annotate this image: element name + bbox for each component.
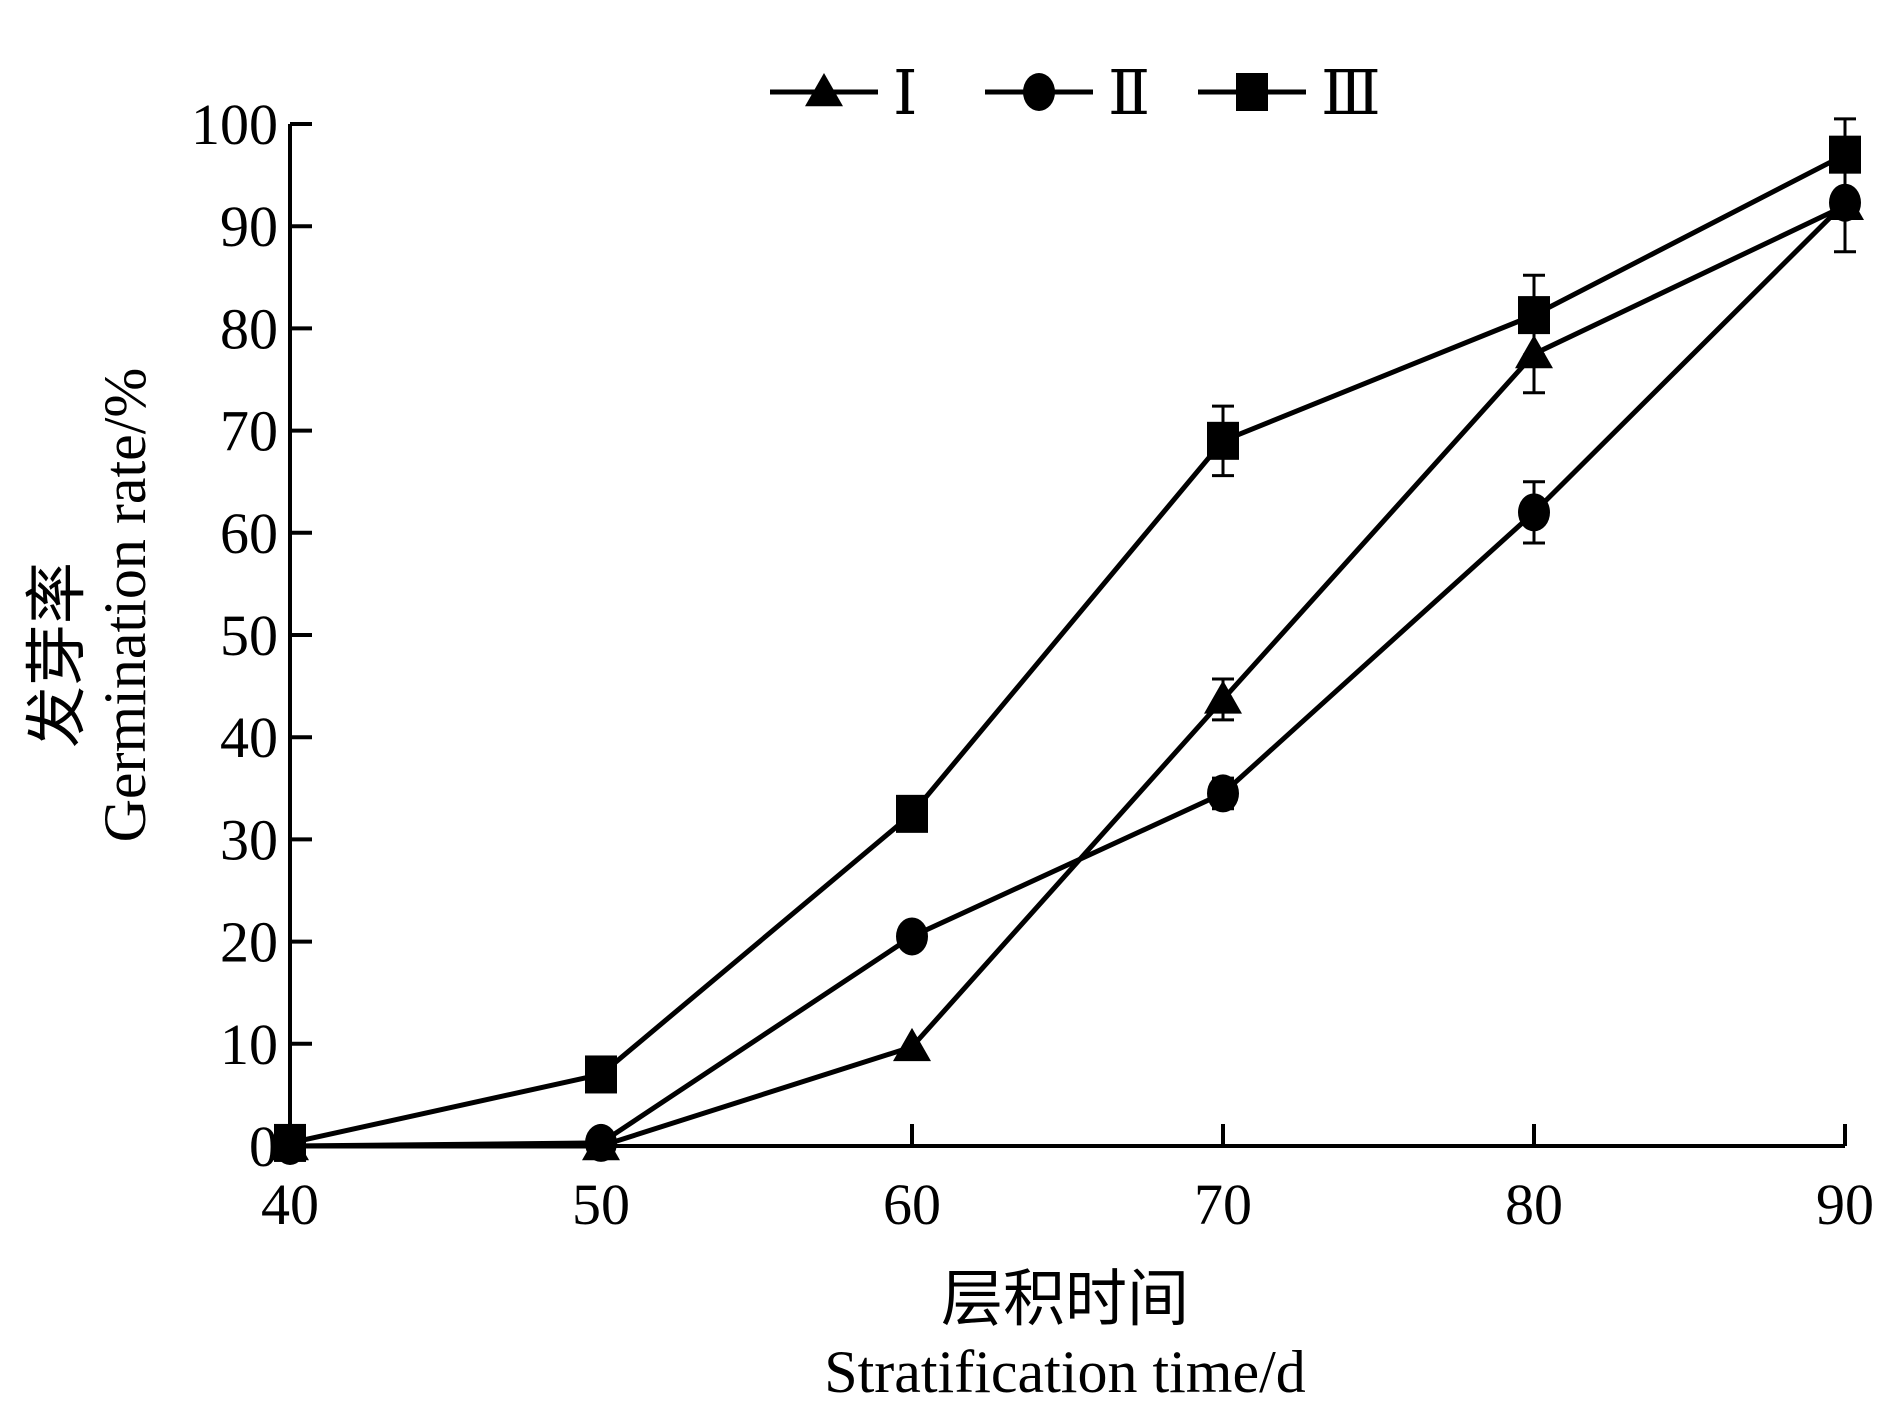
y-tick-label: 20 (220, 910, 278, 975)
x-tick-label: 90 (1816, 1172, 1874, 1237)
data-point (1207, 774, 1239, 813)
series-line (289, 200, 1847, 1149)
series-line (289, 152, 1847, 1146)
y-tick-label: 10 (220, 1012, 278, 1077)
y-tick-label: 90 (220, 194, 278, 259)
y-tick-label: 60 (220, 501, 278, 566)
data-point (1518, 493, 1550, 532)
series-layer (271, 117, 1864, 1165)
y-tick-label: 80 (220, 296, 278, 361)
x-tick-label: 50 (572, 1172, 630, 1237)
legend: Ⅰ Ⅱ Ⅲ (770, 60, 1381, 128)
legend-marker (1023, 73, 1055, 111)
legend-label: Ⅲ (1321, 60, 1381, 128)
x-axis-title-cn: 层积时间 (941, 1266, 1189, 1334)
y-axis-title-cn: 发芽率 (24, 562, 92, 748)
y-tick-label: 100 (191, 92, 278, 157)
y-tick-label: 70 (220, 399, 278, 464)
legend-item-3: Ⅲ (1198, 60, 1381, 128)
series-3 (274, 117, 1861, 1162)
x-tick-label: 60 (883, 1172, 941, 1237)
y-tick-label: 50 (220, 603, 278, 668)
legend-item-1: Ⅰ (770, 60, 918, 128)
data-point (585, 1123, 617, 1162)
x-axis-title: Stratification time/d (824, 1339, 1306, 1405)
series-line (290, 203, 1847, 1149)
series-1 (271, 158, 1864, 1161)
y-tick-label: 0 (249, 1114, 278, 1179)
legend-label: Ⅰ (893, 60, 918, 128)
data-point (893, 1027, 931, 1062)
data-point (896, 917, 928, 956)
data-point (1518, 296, 1550, 335)
y-tick-label: 40 (220, 705, 278, 770)
legend-marker (805, 73, 843, 107)
legend-item-2: Ⅱ (985, 60, 1150, 128)
data-point (1829, 135, 1861, 174)
data-point (1204, 680, 1242, 714)
x-tick-label: 80 (1505, 1172, 1563, 1237)
data-point (1829, 183, 1861, 222)
legend-marker (1236, 73, 1268, 111)
legend-label: Ⅱ (1108, 60, 1150, 128)
axes: 0 10 20 30 40 50 60 70 80 90 100 40 50 60 70 80 90 (191, 92, 1874, 1237)
data-point (1207, 421, 1239, 460)
y-axis-title: Germination rate/% (92, 368, 158, 843)
data-point (896, 794, 928, 833)
data-point (585, 1055, 617, 1094)
x-tick-label: 70 (1194, 1172, 1252, 1237)
series-2 (274, 183, 1861, 1165)
axis-labels: 层积时间 Stratification time/d 发芽率 Germinati… (24, 368, 1306, 1405)
data-point (274, 1123, 306, 1162)
x-tick-label: 40 (261, 1172, 319, 1237)
y-tick-label: 30 (220, 807, 278, 872)
